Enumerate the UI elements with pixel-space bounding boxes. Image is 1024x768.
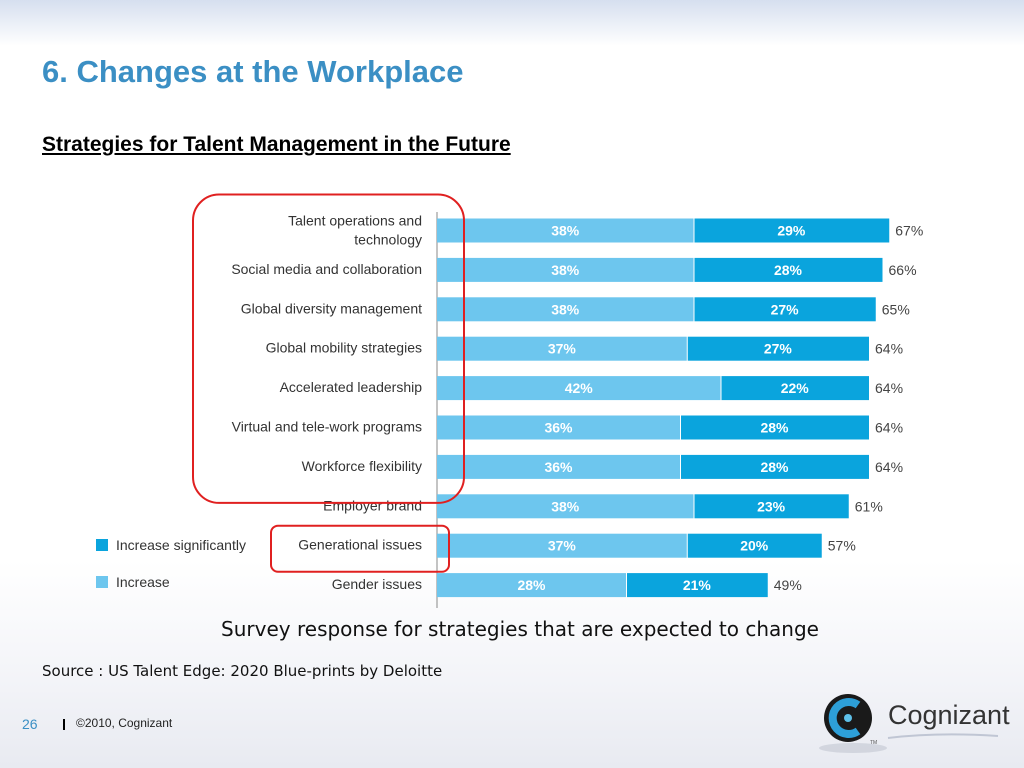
data-label-increase-generational-issues: 37%: [548, 538, 577, 554]
footer-divider: [63, 719, 65, 730]
total-label-social-media-and-collaboration: 66%: [889, 262, 917, 278]
bar-increase-significantly-talent-operations-and-technology: [694, 218, 890, 243]
footer: 26 ©2010, Cognizant: [0, 714, 400, 738]
bar-increase-employer-brand: [437, 494, 694, 519]
category-label-generational-issues: Generational issues: [298, 537, 422, 553]
bar-increase-gender-issues: [437, 573, 626, 598]
cognizant-logo: TM Cognizant: [818, 688, 1010, 758]
data-label-increase-gender-issues: 28%: [517, 577, 546, 593]
data-label-increase-talent-operations-and-technology: 38%: [551, 223, 580, 239]
category-label-accelerated-leadership: Accelerated leadership: [280, 379, 423, 395]
bar-increase-talent-operations-and-technology: [437, 218, 694, 243]
data-label-increase-significantly-gender-issues: 21%: [683, 577, 712, 593]
total-label-generational-issues: 57%: [828, 538, 856, 554]
total-label-global-diversity-management: 65%: [882, 301, 910, 317]
bar-increase-significantly-global-mobility-strategies: [687, 336, 869, 361]
bar-increase-significantly-generational-issues: [687, 533, 822, 558]
data-label-increase-virtual-and-tele-work-programs: 36%: [544, 420, 573, 436]
data-label-increase-significantly-employer-brand: 23%: [757, 498, 786, 514]
category-label-social-media-and-collaboration: Social media and collaboration: [231, 261, 422, 277]
data-label-increase-significantly-talent-operations-and-technology: 29%: [777, 223, 806, 239]
copyright-text: ©2010, Cognizant: [76, 716, 173, 730]
bar-increase-social-media-and-collaboration: [437, 257, 694, 282]
data-label-increase-significantly-accelerated-leadership: 22%: [781, 380, 810, 396]
data-label-increase-social-media-and-collaboration: 38%: [551, 262, 580, 278]
bar-increase-significantly-employer-brand: [694, 494, 849, 519]
bar-increase-accelerated-leadership: [437, 376, 721, 401]
bar-increase-significantly-gender-issues: [627, 573, 768, 598]
total-label-employer-brand: 61%: [855, 498, 883, 514]
bar-increase-generational-issues: [437, 533, 687, 558]
bar-increase-significantly-virtual-and-tele-work-programs: [681, 415, 869, 440]
bar-increase-global-mobility-strategies: [437, 336, 687, 361]
source-note: Source : US Talent Edge: 2020 Blue-print…: [42, 662, 443, 680]
bar-increase-workforce-flexibility: [437, 454, 680, 479]
cognizant-logo-icon: TM: [819, 694, 999, 753]
data-label-increase-accelerated-leadership: 42%: [565, 380, 594, 396]
top-band: [0, 0, 1024, 46]
category-label-global-diversity-management: Global diversity management: [241, 300, 422, 316]
data-label-increase-employer-brand: 38%: [551, 498, 580, 514]
category-label-talent-operations-and-technology: Talent operations and technology: [288, 213, 422, 248]
legend-swatch-increase: [96, 576, 108, 588]
total-label-talent-operations-and-technology: 67%: [895, 223, 923, 239]
page-number: 26: [22, 716, 38, 732]
total-label-virtual-and-tele-work-programs: 64%: [875, 420, 903, 436]
bar-increase-virtual-and-tele-work-programs: [437, 415, 680, 440]
legend-label-increase: Increase: [116, 574, 170, 590]
bar-increase-global-diversity-management: [437, 297, 694, 322]
data-label-increase-global-mobility-strategies: 37%: [548, 341, 577, 357]
data-label-increase-significantly-global-mobility-strategies: 27%: [764, 341, 793, 357]
chart-caption: Survey response for strategies that are …: [221, 617, 819, 641]
category-label-global-mobility-strategies: Global mobility strategies: [266, 340, 422, 356]
category-label-employer-brand: Employer brand: [323, 497, 422, 513]
total-label-workforce-flexibility: 64%: [875, 459, 903, 475]
category-label-gender-issues: Gender issues: [332, 576, 422, 592]
data-label-increase-significantly-virtual-and-tele-work-programs: 28%: [760, 420, 789, 436]
data-label-increase-global-diversity-management: 38%: [551, 301, 580, 317]
category-label-workforce-flexibility: Workforce flexibility: [302, 458, 422, 474]
total-label-global-mobility-strategies: 64%: [875, 341, 903, 357]
category-label-virtual-and-tele-work-programs: Virtual and tele-work programs: [232, 419, 422, 435]
data-label-increase-significantly-social-media-and-collaboration: 28%: [774, 262, 803, 278]
legend-swatch-increase-significantly: [96, 539, 108, 551]
bar-increase-significantly-social-media-and-collaboration: [694, 257, 883, 282]
highlight-outline-2: [270, 524, 450, 573]
svg-text:TM: TM: [870, 740, 877, 746]
logo-wordmark: Cognizant: [888, 700, 1010, 730]
bar-increase-significantly-accelerated-leadership: [721, 376, 869, 401]
talent-strategies-chart: Talent operations and technology 38% 29% 67%…: [96, 193, 923, 608]
slide-title: 6. Changes at the Workplace: [42, 54, 464, 89]
highlight-outline-1: [192, 193, 465, 504]
chart-subtitle: Strategies for Talent Management in the …: [42, 133, 511, 156]
data-label-increase-significantly-generational-issues: 20%: [740, 538, 769, 554]
data-label-increase-significantly-workforce-flexibility: 28%: [760, 459, 789, 475]
bar-increase-significantly-workforce-flexibility: [681, 454, 869, 479]
data-label-increase-significantly-global-diversity-management: 27%: [771, 301, 800, 317]
legend-label-increase-significantly: Increase significantly: [116, 537, 246, 553]
total-label-accelerated-leadership: 64%: [875, 380, 903, 396]
bar-increase-significantly-global-diversity-management: [694, 297, 876, 322]
total-label-gender-issues: 49%: [774, 577, 802, 593]
data-label-increase-workforce-flexibility: 36%: [544, 459, 573, 475]
